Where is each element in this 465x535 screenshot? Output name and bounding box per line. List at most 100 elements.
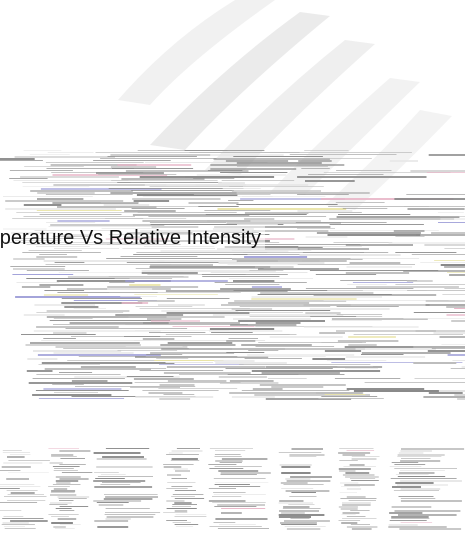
glitch-line xyxy=(451,320,465,322)
glitch-line xyxy=(226,340,256,342)
glitch-line xyxy=(233,290,363,291)
glitch-line xyxy=(61,302,143,304)
glitch-block-line xyxy=(398,496,434,497)
glitch-line xyxy=(303,304,430,306)
glitch-line xyxy=(78,356,146,357)
glitch-block-line xyxy=(2,518,44,519)
glitch-line xyxy=(25,344,141,346)
glitch-line xyxy=(308,174,384,175)
glitch-line xyxy=(118,328,181,329)
glitch-line xyxy=(247,354,355,356)
glitch-line xyxy=(297,248,369,250)
glitch-block-line xyxy=(400,498,436,499)
glitch-block-line xyxy=(338,506,358,508)
glitch-line xyxy=(352,282,414,283)
glitch-line xyxy=(345,244,413,246)
glitch-block-line xyxy=(1,524,35,525)
glitch-line xyxy=(13,268,65,270)
glitch-line xyxy=(342,208,388,209)
glitch-block-line xyxy=(395,482,434,484)
glitch-block-line xyxy=(168,452,183,454)
glitch-block-line xyxy=(285,490,330,492)
glitch-line xyxy=(298,212,362,213)
glitch-line xyxy=(440,264,465,266)
glitch-line xyxy=(55,346,188,348)
glitch-block-line xyxy=(394,464,426,465)
glitch-block-line xyxy=(285,478,311,480)
glitch-line xyxy=(271,386,324,388)
glitch-line xyxy=(46,316,167,318)
glitch-line xyxy=(444,288,465,289)
glitch-line xyxy=(0,160,43,161)
glitch-block-line xyxy=(57,518,77,520)
glitch-line xyxy=(212,314,344,316)
glitch-block-line xyxy=(219,524,256,525)
glitch-line xyxy=(315,274,377,275)
glitch-block-line xyxy=(214,456,242,457)
glitch-line xyxy=(218,262,325,264)
glitch-line xyxy=(137,150,228,151)
glitch-line xyxy=(439,336,465,338)
glitch-block-line xyxy=(8,460,50,461)
glitch-block-line xyxy=(344,484,375,486)
glitch-line xyxy=(125,170,249,172)
glitch-block-line xyxy=(51,454,74,456)
glitch-block-line xyxy=(289,456,317,457)
glitch-line xyxy=(225,368,333,369)
glitch-line xyxy=(159,364,244,365)
glitch-block-line xyxy=(51,516,69,517)
glitch-line xyxy=(251,230,329,232)
glitch-line xyxy=(338,214,411,215)
glitch-line xyxy=(324,350,362,352)
glitch-line xyxy=(231,250,312,251)
glitch-line xyxy=(43,260,165,262)
glitch-line xyxy=(115,314,184,316)
glitch-line xyxy=(98,174,177,175)
glitch-line xyxy=(53,318,93,319)
glitch-line xyxy=(440,218,465,220)
glitch-line xyxy=(427,350,465,352)
glitch-block-line xyxy=(345,476,379,478)
glitch-block-line xyxy=(400,480,462,482)
glitch-line xyxy=(320,198,454,200)
glitch-line xyxy=(158,388,238,389)
glitch-block-line xyxy=(351,480,379,481)
glitch-block-line xyxy=(279,500,304,502)
glitch-block-line xyxy=(61,472,93,473)
glitch-block-line xyxy=(49,462,63,464)
glitch-line xyxy=(41,362,175,364)
glitch-block-line xyxy=(391,462,419,463)
glitch-block-line xyxy=(286,528,321,530)
glitch-line xyxy=(204,210,271,211)
glitch-line xyxy=(214,360,255,362)
glitch-block-line xyxy=(280,482,308,484)
glitch-line xyxy=(207,170,243,171)
glitch-line xyxy=(336,216,460,218)
glitch-line xyxy=(353,390,465,392)
glitch-line xyxy=(252,238,295,240)
glitch-line xyxy=(142,196,273,197)
glitch-line xyxy=(53,352,134,354)
glitch-line xyxy=(149,186,243,187)
glitch-line xyxy=(148,216,241,217)
glitch-block-line xyxy=(106,516,154,518)
glitch-line xyxy=(298,160,332,162)
glitch-block-line xyxy=(55,476,81,478)
glitch-block-line xyxy=(281,512,305,514)
glitch-line xyxy=(9,178,48,179)
glitch-block-line xyxy=(282,508,321,509)
glitch-line xyxy=(244,212,309,214)
glitch-line xyxy=(309,308,390,310)
glitch-line xyxy=(248,350,279,351)
glitch-line xyxy=(345,368,378,369)
glitch-block-line xyxy=(56,482,71,484)
glitch-line xyxy=(310,316,357,317)
glitch-block-line xyxy=(339,470,356,472)
glitch-line xyxy=(57,206,157,208)
glitch-line xyxy=(142,338,175,340)
glitch-block-line xyxy=(3,462,43,464)
glitch-line xyxy=(265,398,352,400)
glitch-line xyxy=(61,298,142,299)
glitch-line xyxy=(353,334,463,335)
glitch-line xyxy=(40,188,162,190)
